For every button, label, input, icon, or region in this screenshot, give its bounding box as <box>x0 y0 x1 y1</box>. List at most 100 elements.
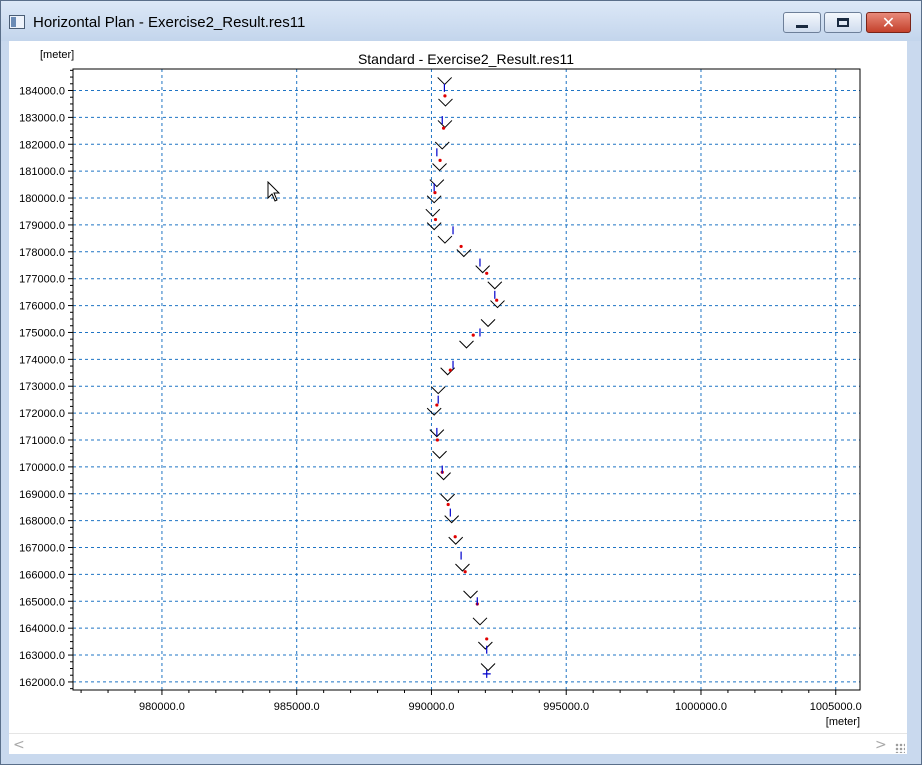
cross-section-chevron <box>455 563 470 572</box>
cross-section-chevron <box>437 77 453 86</box>
y-tick-label: 168000.0 <box>19 516 65 528</box>
red-point-marker <box>443 94 447 98</box>
river-cross-section-markers <box>425 77 505 678</box>
red-point-marker <box>438 158 442 163</box>
cross-section-chevron <box>436 472 451 481</box>
scroll-right-icon[interactable]: > <box>875 737 887 753</box>
cross-section-chevron <box>426 407 442 416</box>
y-tick-label: 166000.0 <box>19 569 65 581</box>
x-tick-label: 995000.0 <box>543 701 589 713</box>
maximize-button[interactable] <box>824 12 862 33</box>
y-tick-label: 182000.0 <box>19 139 65 151</box>
plot-area[interactable]: [meter] [meter] Standard - Exercise2_Res… <box>9 41 889 733</box>
cross-section-chevron <box>425 208 441 217</box>
y-tick-label: 165000.0 <box>19 596 65 608</box>
scroll-left-icon[interactable]: < <box>13 737 25 753</box>
red-point-marker <box>463 570 467 574</box>
red-point-marker <box>485 271 489 275</box>
cross-section-chevron <box>472 617 488 626</box>
grid-lines <box>73 69 860 690</box>
red-point-marker <box>485 637 489 641</box>
red-point-marker <box>495 298 499 302</box>
cross-section-chevron <box>480 663 496 672</box>
maximize-icon <box>837 18 849 27</box>
cross-section-chevron <box>478 641 493 650</box>
y-tick-label: 162000.0 <box>19 677 65 689</box>
y-tick-label: 173000.0 <box>19 381 65 393</box>
x-tick-label: 1005000.0 <box>810 701 862 713</box>
y-tick-label: 172000.0 <box>19 408 65 420</box>
cross-section-chevron <box>437 235 453 244</box>
red-point-marker <box>459 244 463 249</box>
horizontal-plan-chart[interactable]: [meter] [meter] Standard - Exercise2_Res… <box>9 41 889 733</box>
cross-section-chevron <box>459 340 474 349</box>
y-tick-label: 163000.0 <box>19 650 65 662</box>
red-point-marker <box>448 368 452 372</box>
cross-section-chevron <box>432 163 447 172</box>
cross-section-chevron <box>429 429 445 438</box>
red-point-marker <box>433 191 437 195</box>
x-tick-label: 1000000.0 <box>675 701 727 713</box>
cross-section-chevron <box>480 319 496 328</box>
y-tick-label: 184000.0 <box>19 86 65 98</box>
cross-section-chevron <box>438 98 453 107</box>
cross-section-chevron <box>430 386 446 395</box>
y-tick-label: 171000.0 <box>19 435 65 447</box>
y-axis-unit: [meter] <box>40 49 74 61</box>
axis-tick-labels: 980000.0 985000.0 990000.0 995000.0 1000000.… <box>19 86 862 713</box>
cross-section-chevron <box>475 265 491 274</box>
y-tick-label: 167000.0 <box>19 543 65 555</box>
vertical-scroll-area <box>889 41 907 733</box>
y-tick-label: 177000.0 <box>19 274 65 286</box>
y-tick-label: 180000.0 <box>19 193 65 205</box>
chart-title: Standard - Exercise2_Result.res11 <box>358 51 574 67</box>
x-tick-label: 990000.0 <box>409 701 455 713</box>
close-button[interactable]: ✕ <box>866 12 911 33</box>
y-tick-label: 176000.0 <box>19 301 65 313</box>
cross-section-chevron <box>487 281 503 290</box>
cross-section-chevron <box>426 195 442 204</box>
resize-grip-icon[interactable] <box>895 743 905 753</box>
title-bar[interactable]: Horizontal Plan - Exercise2_Result.res11… <box>1 1 921 41</box>
axis-ticks <box>68 69 837 695</box>
app-window-icon[interactable] <box>9 15 25 29</box>
window-title: Horizontal Plan - Exercise2_Result.res11 <box>33 14 306 31</box>
x-tick-label: 980000.0 <box>139 701 185 713</box>
cross-section-chevron <box>432 450 447 459</box>
cross-section-chevron <box>434 141 450 150</box>
red-point-marker <box>446 502 450 507</box>
plot-frame <box>72 68 861 691</box>
cross-section-chevron <box>463 590 478 599</box>
y-tick-label: 174000.0 <box>19 354 65 366</box>
endpoint-marker <box>482 669 491 678</box>
y-tick-label: 164000.0 <box>19 623 65 635</box>
red-point-marker <box>441 126 446 130</box>
red-point-marker <box>453 535 457 539</box>
y-tick-label: 183000.0 <box>19 112 65 124</box>
cross-section-chevron <box>426 222 442 231</box>
cross-section-chevron <box>440 493 455 502</box>
cross-section-chevron <box>448 536 464 545</box>
cross-section-chevron <box>444 515 460 524</box>
minimize-icon <box>796 24 808 28</box>
cross-section-chevron <box>456 249 472 258</box>
mouse-cursor-icon <box>267 181 281 202</box>
y-tick-label: 181000.0 <box>19 166 65 178</box>
red-point-marker <box>433 217 438 222</box>
horizontal-scrollbar[interactable]: < > <box>9 733 907 754</box>
y-tick-label: 178000.0 <box>19 247 65 259</box>
y-tick-label: 179000.0 <box>19 220 65 232</box>
red-point-marker <box>471 333 475 337</box>
cross-section-chevron <box>429 179 445 188</box>
cross-section-chevron <box>437 120 453 129</box>
minimize-button[interactable] <box>783 12 821 33</box>
x-axis-unit: [meter] <box>826 716 860 728</box>
y-tick-label: 170000.0 <box>19 462 65 474</box>
close-icon: ✕ <box>881 12 896 32</box>
cross-section-chevron <box>440 367 455 376</box>
y-tick-label: 169000.0 <box>19 489 65 501</box>
red-point-marker <box>435 438 439 442</box>
cross-section-chevron <box>490 300 505 309</box>
red-point-marker <box>435 403 439 407</box>
